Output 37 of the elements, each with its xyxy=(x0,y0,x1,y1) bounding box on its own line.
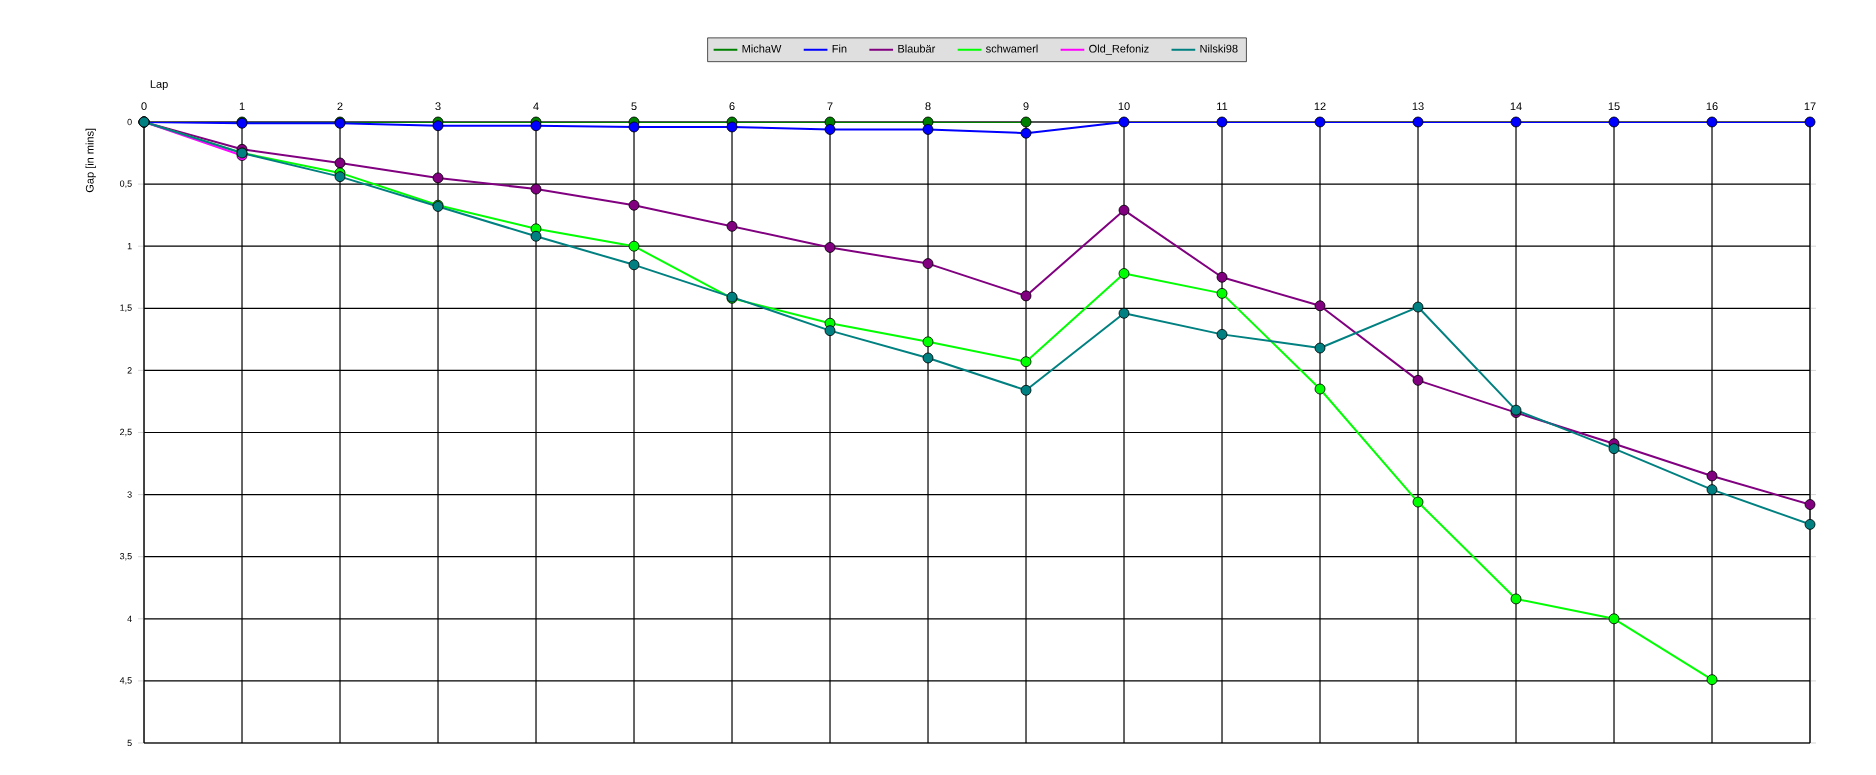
y-axis-title: Gap [in mins] xyxy=(85,128,96,193)
x-axis-title: Lap xyxy=(150,80,168,91)
x-tick-label: 7 xyxy=(827,102,833,111)
x-tick-label: 13 xyxy=(1412,102,1424,111)
x-tick-label: 14 xyxy=(1510,102,1522,111)
y-tick-label: 3,5 xyxy=(119,552,132,561)
x-tick-label: 16 xyxy=(1706,102,1718,111)
x-tick-label: 9 xyxy=(1023,102,1029,111)
y-tick-label: 5 xyxy=(127,739,132,747)
legend-label: Old_Refoniz xyxy=(1089,44,1149,55)
x-tick-label: 2 xyxy=(337,102,343,111)
legend-label: MichaW xyxy=(742,44,782,53)
y-tick-label: 4,5 xyxy=(119,677,132,685)
y-tick-label: 2 xyxy=(127,367,132,374)
y-tick-label: 3 xyxy=(127,491,132,498)
x-tick-label: 1 xyxy=(239,102,245,111)
legend-label: Nilski98 xyxy=(1200,44,1238,53)
x-tick-label: 6 xyxy=(729,102,735,111)
x-tick-label: 17 xyxy=(1804,102,1816,111)
x-tick-label: 10 xyxy=(1118,102,1130,111)
x-tick-label: 0 xyxy=(141,102,147,111)
legend-label: Blaubär xyxy=(898,44,936,53)
y-tick-label: 1,5 xyxy=(120,304,132,312)
x-tick-label: 15 xyxy=(1608,102,1620,111)
legend-label: Fin xyxy=(832,44,847,53)
y-tick-label: 2,5 xyxy=(120,428,132,437)
x-tick-label: 5 xyxy=(631,102,637,111)
x-tick-label: 3 xyxy=(435,102,441,111)
y-tick-label: 4 xyxy=(127,615,132,622)
y-tick-label: 1 xyxy=(127,243,132,250)
x-tick-label: 4 xyxy=(533,102,539,111)
x-tick-label: 11 xyxy=(1217,102,1228,111)
x-tick-label: 12 xyxy=(1314,102,1326,111)
y-tick-label: 0 xyxy=(127,118,132,126)
x-tick-label: 8 xyxy=(925,102,931,111)
y-tick-label: 0,5 xyxy=(119,180,132,188)
legend-label: schwamerl xyxy=(986,44,1038,53)
